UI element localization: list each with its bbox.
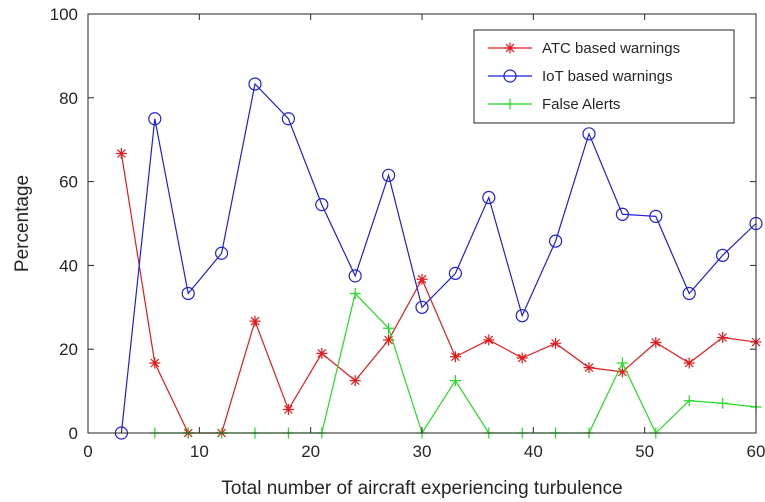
data-point: [483, 334, 495, 346]
data-point: [149, 357, 161, 369]
data-point: [383, 334, 395, 346]
data-point: [415, 300, 429, 314]
legend-entry: False Alerts: [542, 96, 620, 113]
data-point: [515, 309, 529, 323]
data-point: [448, 266, 462, 280]
series-1: [115, 148, 762, 439]
data-point: [682, 286, 696, 301]
data-point: [248, 77, 262, 91]
data-point: [249, 315, 261, 327]
x-tick-label: 40: [524, 442, 543, 461]
legend: ATC based warnings IoT based warnings Fals…: [473, 29, 735, 124]
data-point: [616, 366, 628, 378]
data-point: [550, 337, 562, 349]
legend-marker: [504, 98, 516, 110]
data-point: [649, 209, 663, 223]
x-axis-label: Total number of aircraft experiencing tu…: [221, 478, 622, 499]
x-tick-label: 20: [301, 442, 320, 461]
x-tick-label: 60: [747, 442, 765, 461]
data-point: [281, 112, 295, 126]
data-point: [717, 331, 729, 343]
data-point: [416, 273, 428, 285]
data-point: [615, 207, 630, 221]
data-point: [282, 404, 294, 416]
y-tick-label: 20: [59, 340, 78, 359]
data-point: [683, 395, 695, 407]
data-point: [315, 198, 329, 212]
x-tick-label: 50: [635, 442, 654, 461]
data-point: [715, 248, 730, 262]
data-point: [348, 269, 362, 283]
data-point: [616, 357, 628, 369]
data-point: [449, 375, 461, 387]
x-tick-label: 0: [83, 442, 92, 461]
axes-layer: 0 10 20 30 40 50 60 0 20 40 60 80 100: [50, 5, 765, 461]
series-2: [114, 77, 763, 440]
x-tick-label: 10: [190, 442, 209, 461]
data-point: [115, 148, 127, 160]
y-tick-label: 100: [50, 5, 78, 24]
series-line: [120, 153, 757, 434]
data-point: [181, 286, 195, 301]
data-point: [482, 190, 496, 205]
data-point: [215, 246, 229, 260]
y-tick-label: 0: [69, 424, 78, 443]
data-point: [349, 375, 361, 387]
data-point: [583, 362, 595, 374]
legend-marker: [504, 42, 516, 54]
data-point: [383, 322, 395, 334]
data-point: [683, 357, 695, 369]
legend-entry: IoT based warnings: [542, 68, 673, 85]
y-axis-label: Percentage: [12, 175, 33, 272]
data-point: [382, 168, 396, 182]
data-point: [449, 351, 461, 363]
data-point: [349, 287, 361, 299]
data-point: [316, 347, 328, 359]
data-point: [717, 397, 729, 409]
data-point: [650, 336, 662, 348]
data-point: [148, 112, 162, 126]
y-tick-label: 80: [59, 89, 78, 108]
legend-marker: [503, 69, 517, 83]
legend-entry: ATC based warnings: [542, 40, 680, 57]
data-point: [582, 127, 596, 141]
y-tick-label: 60: [59, 173, 78, 192]
y-tick-label: 40: [59, 256, 78, 275]
data-point: [548, 234, 563, 248]
data-point: [516, 352, 528, 364]
x-tick-label: 30: [413, 442, 432, 461]
